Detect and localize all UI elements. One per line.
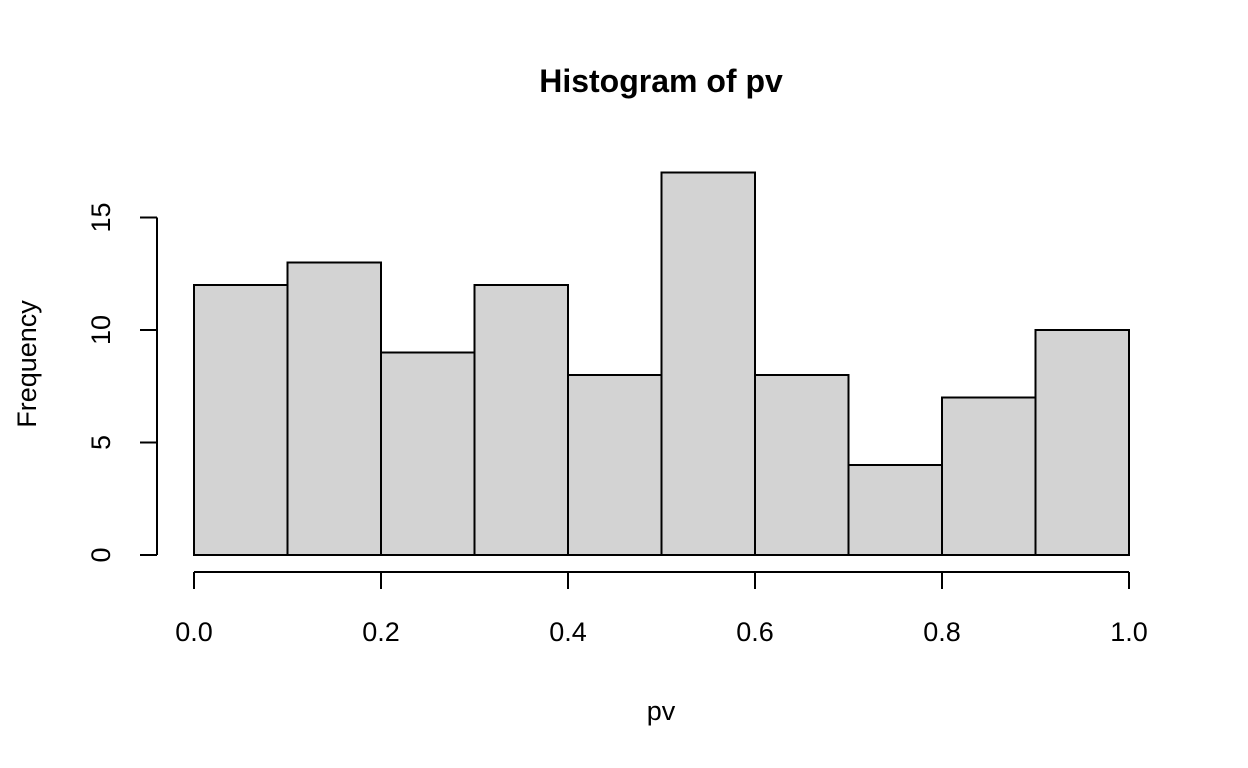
- histogram-bar-2: [380, 351, 476, 556]
- histogram-bar-8: [941, 396, 1037, 556]
- histogram-bar-3: [473, 284, 569, 556]
- x-axis-label: pv: [647, 696, 676, 726]
- y-tick-label-2: 10: [86, 315, 116, 345]
- x-tick-label-1: 0.2: [362, 617, 400, 647]
- histogram-bar-7: [847, 464, 943, 556]
- y-axis-label: Frequency: [12, 300, 42, 428]
- histogram-bar-1: [286, 261, 382, 556]
- y-tick-label-3: 15: [86, 202, 116, 232]
- bars-group: [193, 171, 1130, 556]
- x-tick-label-2: 0.4: [549, 617, 587, 647]
- histogram-bar-6: [754, 374, 850, 556]
- y-tick-label-0: 0: [86, 547, 116, 562]
- histogram-bar-5: [660, 171, 756, 556]
- x-tick-label-3: 0.6: [736, 617, 774, 647]
- x-axis: 0.0 0.2 0.4 0.6 0.8 1.0: [175, 571, 1148, 647]
- histogram-bar-9: [1034, 329, 1130, 556]
- histogram-bar-4: [567, 374, 663, 556]
- y-tick-label-1: 5: [86, 435, 116, 450]
- chart-title: Histogram of pv: [539, 63, 783, 99]
- histogram-bar-0: [193, 284, 289, 556]
- x-tick-label-4: 0.8: [923, 617, 961, 647]
- x-tick-label-5: 1.0: [1110, 617, 1148, 647]
- y-axis: 0 5 10 15: [86, 202, 158, 563]
- x-tick-label-0: 0.0: [175, 617, 213, 647]
